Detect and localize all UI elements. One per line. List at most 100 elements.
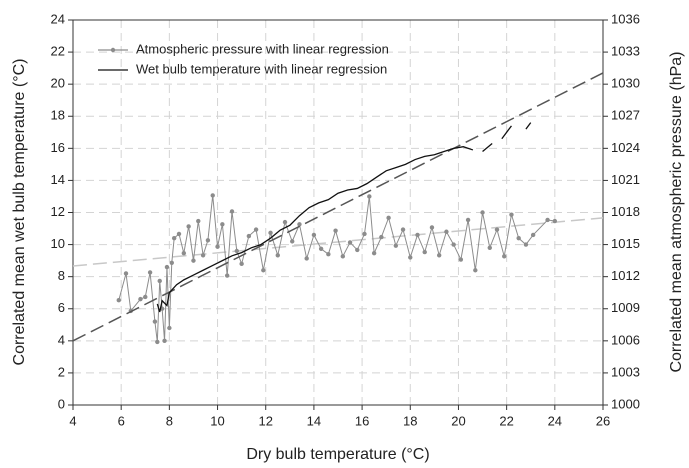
point [458, 257, 464, 262]
point [473, 268, 478, 273]
point [371, 250, 377, 256]
point [169, 260, 174, 265]
y-tick-label: 14 [51, 172, 65, 187]
point [116, 297, 121, 303]
point [326, 252, 331, 257]
point [367, 194, 372, 199]
point [502, 254, 507, 259]
point [545, 217, 550, 223]
point [355, 247, 360, 253]
point [362, 231, 367, 237]
point [123, 271, 129, 276]
x-tick-label: 24 [548, 413, 562, 428]
x-axis-label: Dry bulb temperature (°C) [246, 446, 429, 463]
point [246, 233, 252, 239]
series-line [156, 122, 532, 313]
x-tick-label: 22 [499, 413, 513, 428]
point [318, 246, 324, 252]
point [340, 254, 346, 259]
point [415, 232, 420, 238]
point [167, 325, 172, 331]
point [210, 193, 215, 198]
point [451, 242, 456, 247]
x-tick-label: 26 [596, 413, 610, 428]
y2-tick-label: 1021 [611, 172, 640, 187]
x-tick-label: 6 [118, 413, 125, 428]
point [480, 210, 485, 215]
point [261, 268, 266, 273]
point [176, 231, 182, 237]
point [268, 230, 273, 236]
y2-tick-label: 1006 [611, 332, 640, 347]
point [152, 319, 158, 324]
point [400, 227, 406, 232]
x-tick-label: 18 [403, 413, 417, 428]
y2-tick-label: 1012 [611, 268, 640, 283]
y2-tick-label: 1003 [611, 364, 640, 379]
legend-label: Wet bulb temperature with linear regress… [136, 61, 387, 76]
point [191, 258, 196, 263]
y2-tick-label: 1015 [611, 236, 640, 251]
point [155, 339, 160, 345]
point [200, 253, 206, 258]
y2-tick-label: 1000 [611, 396, 640, 411]
point [509, 212, 514, 217]
point [171, 235, 177, 241]
point [408, 255, 413, 260]
point [234, 248, 240, 254]
point [164, 264, 170, 270]
point [220, 222, 225, 227]
y2-tick-label: 1033 [611, 44, 640, 59]
y2-tick-label: 1036 [611, 11, 640, 26]
x-tick-label: 4 [69, 413, 76, 428]
point [523, 242, 529, 247]
x-tick-label: 20 [451, 413, 465, 428]
y-tick-label: 24 [51, 11, 65, 26]
y2-tick-label: 1018 [611, 204, 640, 219]
point [215, 244, 220, 249]
point [157, 278, 162, 284]
plot-frame [72, 19, 604, 406]
y2-tick-label: 1027 [611, 108, 640, 123]
point [436, 253, 442, 258]
x-tick-label: 16 [355, 413, 369, 428]
y-tick-label: 20 [51, 76, 65, 91]
y-tick-label: 0 [58, 396, 65, 411]
x-tick-label: 12 [258, 413, 272, 428]
x-tick-label: 8 [166, 413, 173, 428]
point [516, 235, 521, 241]
point [552, 218, 558, 224]
point [290, 239, 295, 244]
point [422, 249, 427, 255]
point [347, 240, 353, 245]
series-line [118, 195, 555, 342]
y2-axis-label: Correlated mean atmospheric pressure (hP… [668, 51, 685, 372]
point [181, 250, 187, 256]
point [494, 227, 500, 232]
point [282, 219, 288, 225]
point [297, 222, 302, 227]
legend-marker [110, 47, 116, 53]
point [304, 256, 309, 261]
y-tick-label: 18 [51, 108, 65, 123]
point [333, 228, 338, 233]
point [429, 225, 435, 230]
point [444, 229, 449, 234]
point [229, 209, 235, 214]
legend-label: Atmospheric pressure with linear regress… [136, 41, 389, 56]
point [275, 253, 280, 258]
point [205, 238, 211, 243]
point [196, 218, 201, 224]
point [162, 338, 167, 344]
y-tick-label: 8 [58, 268, 65, 283]
point [143, 294, 148, 300]
point [487, 245, 492, 250]
point [530, 232, 536, 238]
regression-line [72, 72, 604, 342]
y2-tick-label: 1024 [611, 140, 640, 155]
point [379, 234, 384, 240]
y-tick-label: 16 [51, 140, 65, 155]
y2-tick-label: 1030 [611, 76, 640, 91]
y-tick-label: 12 [51, 204, 65, 219]
point [311, 232, 317, 238]
